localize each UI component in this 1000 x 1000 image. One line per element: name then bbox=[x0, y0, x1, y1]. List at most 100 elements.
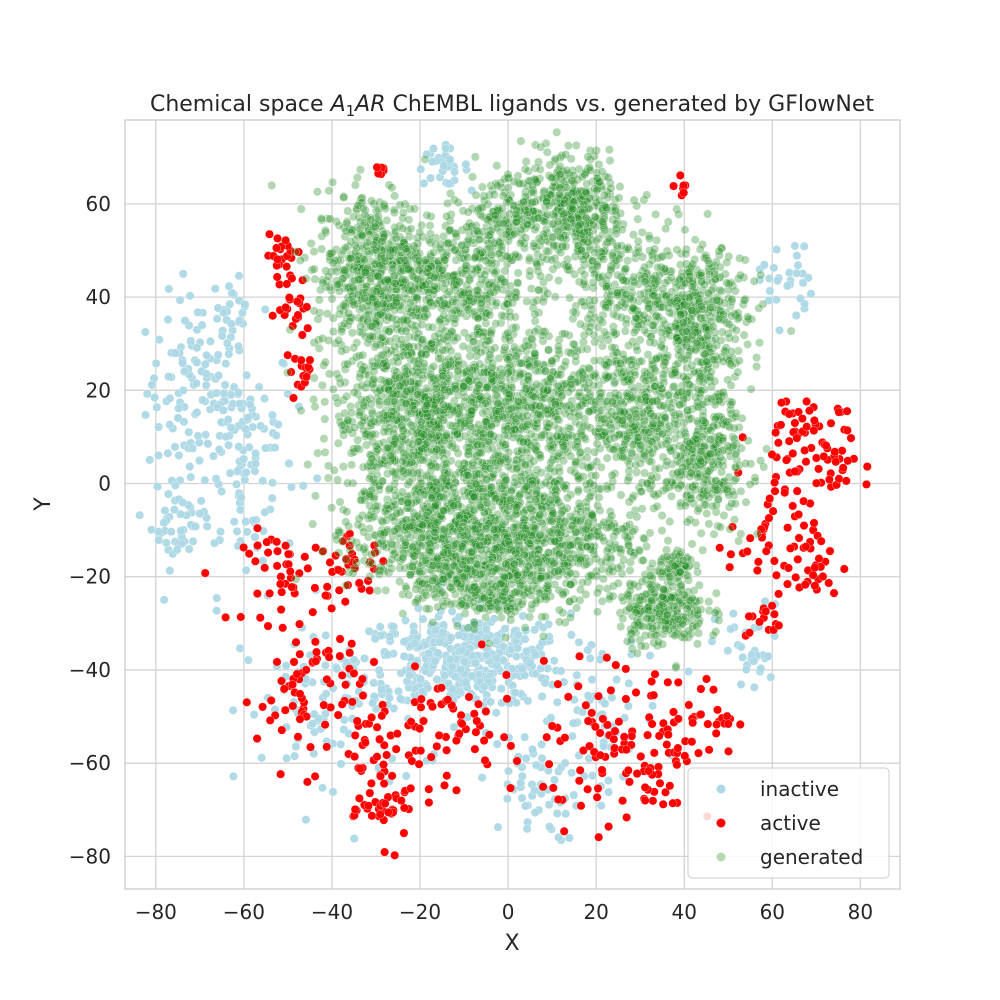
point-active bbox=[253, 523, 262, 533]
point-generated bbox=[352, 443, 362, 453]
point-generated bbox=[674, 336, 684, 346]
point-active bbox=[771, 570, 781, 580]
point-inactive bbox=[520, 801, 530, 811]
point-active bbox=[553, 679, 563, 689]
point-active bbox=[841, 476, 851, 486]
point-inactive bbox=[528, 744, 537, 754]
point-active bbox=[470, 744, 480, 754]
point-generated bbox=[321, 357, 330, 367]
point-inactive bbox=[440, 671, 450, 681]
point-inactive bbox=[564, 833, 574, 843]
point-inactive bbox=[192, 408, 202, 417]
point-inactive bbox=[603, 776, 613, 786]
point-inactive bbox=[749, 656, 759, 666]
point-active bbox=[322, 582, 332, 592]
point-active bbox=[669, 181, 679, 191]
point-generated bbox=[414, 379, 424, 388]
point-active bbox=[281, 541, 291, 551]
point-generated bbox=[418, 335, 428, 345]
point-inactive bbox=[267, 493, 277, 503]
point-inactive bbox=[447, 607, 457, 616]
point-generated bbox=[306, 239, 316, 248]
point-generated bbox=[594, 177, 604, 187]
point-inactive bbox=[226, 319, 236, 329]
point-generated bbox=[401, 244, 411, 254]
point-generated bbox=[492, 283, 501, 293]
point-generated bbox=[581, 188, 591, 198]
point-generated bbox=[690, 235, 700, 245]
point-active bbox=[266, 696, 276, 705]
point-inactive bbox=[364, 626, 374, 636]
point-active bbox=[764, 513, 774, 523]
point-active bbox=[830, 447, 840, 457]
point-active bbox=[862, 462, 872, 472]
point-inactive bbox=[291, 742, 301, 752]
point-inactive bbox=[461, 678, 471, 688]
point-inactive bbox=[250, 466, 260, 476]
point-inactive bbox=[176, 509, 185, 519]
point-inactive bbox=[226, 423, 236, 433]
point-generated bbox=[310, 491, 320, 501]
point-generated bbox=[325, 249, 335, 259]
point-inactive bbox=[205, 336, 215, 346]
point-inactive bbox=[486, 697, 495, 707]
point-generated bbox=[350, 275, 360, 285]
point-generated bbox=[712, 295, 722, 305]
point-inactive bbox=[271, 431, 281, 440]
point-generated bbox=[355, 373, 365, 382]
point-generated bbox=[542, 246, 551, 256]
point-active bbox=[654, 731, 664, 741]
point-active bbox=[272, 272, 282, 282]
point-generated bbox=[348, 297, 358, 307]
point-active bbox=[808, 570, 818, 580]
point-inactive bbox=[414, 603, 423, 613]
point-active bbox=[365, 788, 375, 798]
point-active bbox=[604, 822, 614, 832]
point-inactive bbox=[145, 455, 155, 465]
point-active bbox=[621, 694, 631, 704]
point-generated bbox=[309, 247, 319, 257]
point-active bbox=[745, 533, 755, 543]
point-active bbox=[457, 719, 467, 729]
point-inactive bbox=[405, 670, 415, 680]
point-generated bbox=[726, 346, 736, 356]
point-inactive bbox=[435, 637, 445, 647]
point-generated bbox=[541, 138, 551, 148]
point-active bbox=[295, 649, 305, 659]
point-generated bbox=[555, 169, 565, 179]
point-active bbox=[377, 711, 387, 721]
point-generated bbox=[650, 244, 660, 254]
point-generated bbox=[438, 345, 448, 355]
point-inactive bbox=[645, 651, 655, 661]
point-inactive bbox=[234, 271, 244, 281]
point-generated bbox=[599, 254, 609, 264]
point-generated bbox=[334, 309, 344, 319]
point-generated bbox=[556, 233, 566, 242]
point-active bbox=[378, 556, 388, 566]
point-active bbox=[321, 591, 331, 600]
point-generated bbox=[481, 256, 491, 266]
point-active bbox=[622, 812, 632, 822]
point-inactive bbox=[349, 834, 359, 844]
point-inactive bbox=[569, 790, 579, 800]
point-inactive bbox=[385, 632, 395, 642]
point-generated bbox=[387, 313, 397, 323]
point-inactive bbox=[736, 680, 746, 689]
point-active bbox=[327, 603, 337, 613]
point-inactive bbox=[531, 760, 541, 770]
point-generated bbox=[285, 325, 295, 335]
point-generated bbox=[578, 255, 588, 265]
point-generated bbox=[398, 223, 408, 233]
point-generated bbox=[470, 152, 480, 162]
point-inactive bbox=[213, 303, 223, 313]
point-generated bbox=[357, 365, 367, 375]
point-generated bbox=[606, 183, 616, 193]
point-generated bbox=[358, 203, 368, 213]
point-generated bbox=[542, 197, 551, 207]
point-active bbox=[650, 669, 660, 679]
point-active bbox=[640, 796, 650, 805]
point-generated bbox=[666, 273, 676, 283]
point-inactive bbox=[321, 630, 331, 640]
point-generated bbox=[464, 234, 473, 244]
